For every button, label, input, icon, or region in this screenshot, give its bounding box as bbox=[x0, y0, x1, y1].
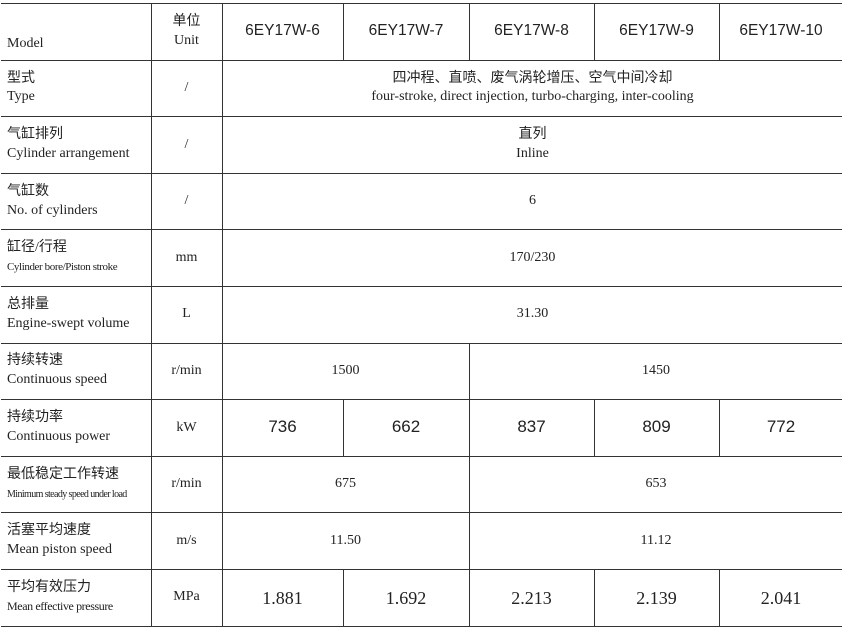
table-row: 气缸数 No. of cylinders / 6 bbox=[1, 172, 842, 231]
table-row: 型式 Type / 四冲程、直喷、废气涡轮增压、空气中间冷却 four-stroke… bbox=[1, 59, 842, 118]
row-value: 6 bbox=[221, 172, 842, 231]
row-unit: MPa bbox=[150, 568, 223, 627]
unit-header: 单位 Unit bbox=[150, 3, 223, 61]
row-value: 2.139 bbox=[593, 568, 720, 627]
row-value: 662 bbox=[342, 399, 470, 457]
row-value: 1.692 bbox=[342, 568, 470, 627]
row-unit: kW bbox=[150, 399, 223, 457]
row-unit: / bbox=[150, 59, 223, 118]
row-value: 675 bbox=[221, 455, 470, 514]
row-value: 11.50 bbox=[221, 512, 470, 570]
row-value: 31.30 bbox=[221, 285, 842, 344]
table-row: 气缸排列 Cylinder arrangement / 直列 Inline bbox=[1, 116, 842, 174]
table-row: 最低稳定工作转速 Minimum steady speed under load … bbox=[1, 455, 842, 514]
model-column-header: 6EY17W-9 bbox=[593, 3, 720, 61]
row-unit: m/s bbox=[150, 512, 223, 570]
header-row: Model 单位 Unit 6EY17W-6 6EY17W-7 6EY17W-8 … bbox=[1, 3, 842, 61]
row-value: 809 bbox=[593, 399, 720, 457]
row-value: 2.213 bbox=[468, 568, 595, 627]
row-unit: / bbox=[150, 172, 223, 231]
row-label: 气缸排列 Cylinder arrangement bbox=[1, 116, 152, 174]
row-label: 平均有效压力 Mean effective pressure bbox=[1, 568, 152, 627]
table-row: 持续功率 Continuous power kW 736 662 837 809 … bbox=[1, 399, 842, 457]
table-row: 持续转速 Continuous speed r/min 1500 1450 bbox=[1, 342, 842, 401]
model-header: Model bbox=[1, 3, 152, 61]
row-value: 736 bbox=[221, 399, 344, 457]
model-column-header: 6EY17W-6 bbox=[221, 3, 344, 61]
model-column-header: 6EY17W-10 bbox=[718, 3, 842, 61]
row-value: 1450 bbox=[468, 342, 842, 401]
row-value: 653 bbox=[468, 455, 842, 514]
row-value: 11.12 bbox=[468, 512, 842, 570]
row-label: 活塞平均速度 Mean piston speed bbox=[1, 512, 152, 570]
row-label: 持续转速 Continuous speed bbox=[1, 342, 152, 401]
unit-header-cn: 单位 bbox=[172, 13, 201, 29]
row-label: 持续功率 Continuous power bbox=[1, 399, 152, 457]
row-value: 1500 bbox=[221, 342, 470, 401]
row-value: 1.881 bbox=[221, 568, 344, 627]
unit-header-en: Unit bbox=[174, 32, 199, 48]
table-row: 总排量 Engine-swept volume L 31.30 bbox=[1, 285, 842, 344]
row-value: 170/230 bbox=[221, 229, 842, 287]
table-row: 缸径/行程 Cylinder bore/Piston stroke mm 170/… bbox=[1, 229, 842, 287]
model-column-header: 6EY17W-7 bbox=[342, 3, 470, 61]
row-label: 缸径/行程 Cylinder bore/Piston stroke bbox=[1, 229, 152, 287]
row-unit: mm bbox=[150, 229, 223, 287]
row-value: 直列 Inline bbox=[221, 116, 842, 174]
row-label: 气缸数 No. of cylinders bbox=[1, 172, 152, 231]
row-value: 2.041 bbox=[718, 568, 842, 627]
row-label: 最低稳定工作转速 Minimum steady speed under load bbox=[1, 455, 152, 514]
model-column-header: 6EY17W-8 bbox=[468, 3, 595, 61]
table-row: 活塞平均速度 Mean piston speed m/s 11.50 11.12 bbox=[1, 512, 842, 570]
row-unit: r/min bbox=[150, 455, 223, 514]
row-label: 总排量 Engine-swept volume bbox=[1, 285, 152, 344]
engine-spec-table: Model 单位 Unit 6EY17W-6 6EY17W-7 6EY17W-8 … bbox=[1, 3, 842, 627]
row-value: 四冲程、直喷、废气涡轮增压、空气中间冷却 four-stroke, direct … bbox=[221, 59, 842, 118]
row-unit: L bbox=[150, 285, 223, 344]
row-value: 772 bbox=[718, 399, 842, 457]
table-row: 平均有效压力 Mean effective pressure MPa 1.881 … bbox=[1, 568, 842, 627]
row-label: 型式 Type bbox=[1, 59, 152, 118]
row-unit: r/min bbox=[150, 342, 223, 401]
row-value: 837 bbox=[468, 399, 595, 457]
row-unit: / bbox=[150, 116, 223, 174]
